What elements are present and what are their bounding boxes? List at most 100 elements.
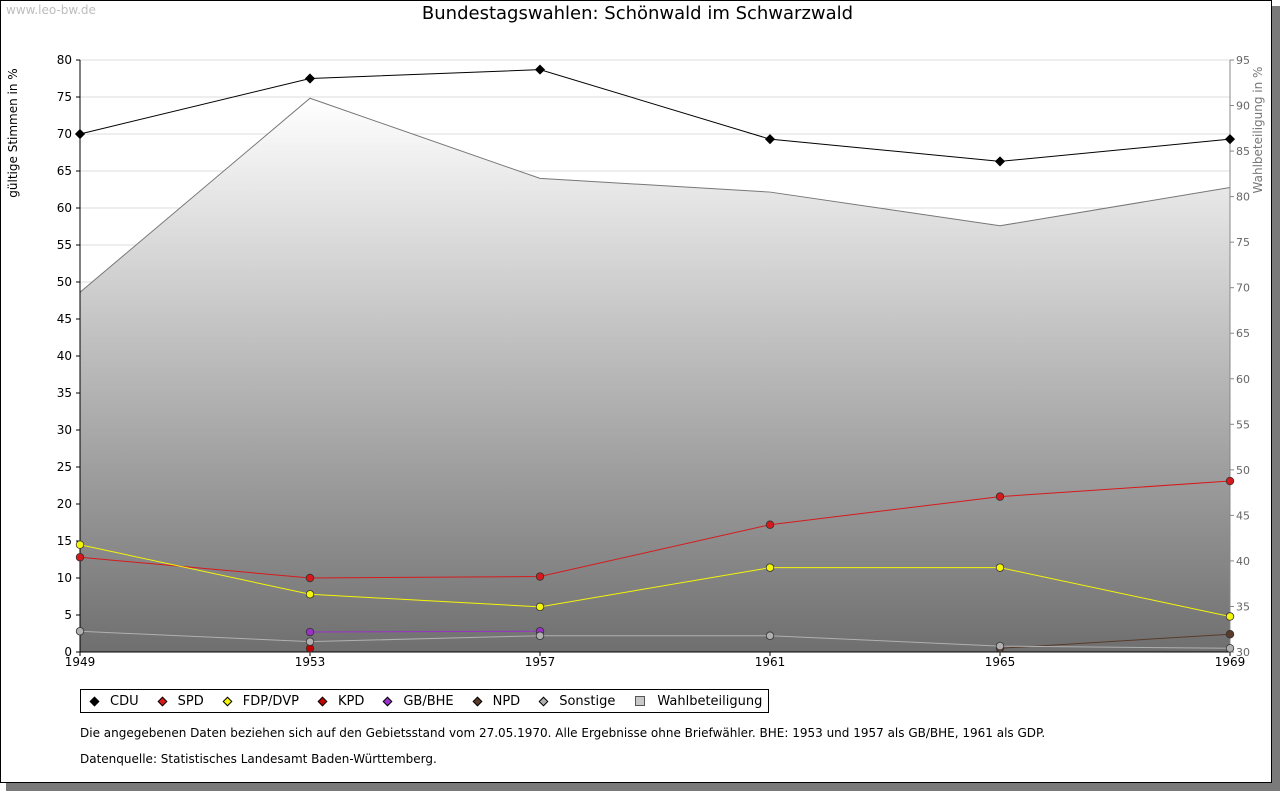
legend-marker-spd — [157, 696, 168, 706]
y-tick-label-left: 30 — [57, 423, 72, 437]
y-tick-label-left: 70 — [57, 127, 72, 141]
data-point-gb-bhe — [305, 627, 315, 637]
data-point-sonstige — [1225, 644, 1235, 653]
data-point-sonstige — [995, 641, 1005, 651]
y-tick-label-left: 40 — [57, 349, 72, 363]
y-tick-label-right: 75 — [1236, 236, 1250, 249]
data-point-cdu — [304, 73, 316, 84]
frame-shadow-right — [1272, 6, 1280, 791]
y-axis-title-left: gültige Stimmen in % — [6, 68, 20, 197]
y-tick-label-left: 65 — [57, 164, 72, 178]
legend-item-wahlbeteiligung: Wahlbeteiligung — [629, 694, 762, 709]
x-tick-label: 1965 — [985, 655, 1016, 669]
y-tick-label-right: 70 — [1236, 282, 1250, 295]
legend-marker-gb-bhe — [382, 696, 393, 706]
data-point-cdu — [994, 156, 1006, 167]
y-tick-label-right: 80 — [1236, 191, 1250, 204]
legend-marker-fdp-dvp — [222, 696, 233, 706]
y-tick-label-right: 40 — [1236, 555, 1250, 568]
legend-item-cdu: CDU — [85, 694, 139, 709]
y-tick-label-left: 45 — [57, 312, 72, 326]
data-point-fdp-dvp — [535, 602, 545, 612]
data-point-fdp-dvp — [305, 590, 315, 599]
y-tick-label-right: 50 — [1236, 464, 1250, 477]
y-tick-label-right: 65 — [1236, 327, 1250, 340]
legend-marker-cdu — [89, 696, 100, 706]
y-axis-title-right: Wahlbeteiligung in % — [1251, 67, 1265, 194]
data-point-spd — [305, 573, 315, 583]
data-point-spd — [765, 520, 775, 529]
data-point-fdp-dvp — [995, 563, 1005, 572]
legend-label: KPD — [337, 693, 365, 709]
data-point-spd — [535, 572, 545, 581]
legend-item-kpd: KPD — [313, 694, 364, 709]
y-tick-label-left: 15 — [57, 534, 72, 548]
x-tick-label: 1961 — [755, 655, 786, 669]
legend-item-fdp-dvp: FDP/DVP — [218, 694, 299, 709]
series-line-cdu — [79, 69, 1231, 162]
chart-legend: CDU SPD FDP/DVP KPD GB/BHE NPD Sonstige Wahlbet… — [80, 689, 770, 713]
data-point-cdu — [764, 134, 776, 145]
legend-marker-npd — [472, 696, 483, 706]
data-point-fdp-dvp — [1225, 612, 1235, 621]
area-wahlbeteiligung — [80, 98, 1230, 652]
series-line-fdp-dvp — [79, 544, 1231, 617]
footnote-gebietsstand: Die angegebenen Daten beziehen sich auf … — [80, 726, 1046, 740]
x-tick-label: 1957 — [525, 655, 556, 669]
legend-label: CDU — [110, 693, 139, 709]
legend-label: SPD — [177, 693, 204, 709]
legend-marker-kpd — [317, 696, 328, 706]
data-point-sonstige — [305, 637, 315, 646]
x-tick-label: 1953 — [295, 655, 326, 669]
y-tick-label-left: 60 — [57, 201, 72, 215]
y-tick-label-left: 50 — [57, 275, 72, 289]
data-point-sonstige — [765, 631, 775, 640]
y-tick-label-left: 80 — [57, 53, 72, 67]
series-line-sonstige — [79, 630, 1231, 649]
data-point-spd — [1225, 476, 1235, 486]
series-line-spd — [79, 480, 1231, 579]
x-tick-label: 1949 — [65, 655, 96, 669]
y-tick-label-right: 35 — [1236, 600, 1250, 613]
y-tick-label-right: 95 — [1236, 54, 1250, 67]
watermark: www.leo-bw.de — [6, 3, 96, 17]
y-tick-label-right: 60 — [1236, 373, 1250, 386]
data-point-cdu — [534, 64, 546, 75]
legend-label: Wahlbeteiligung — [657, 693, 763, 709]
data-point-sonstige — [75, 627, 85, 636]
y-tick-label-left: 20 — [57, 497, 72, 511]
data-point-sonstige — [535, 631, 545, 640]
data-point-spd — [75, 553, 85, 562]
y-tick-label-right: 30 — [1236, 646, 1250, 659]
data-point-cdu — [74, 128, 86, 140]
legend-item-spd: SPD — [153, 694, 204, 709]
legend-marker-sonstige — [538, 696, 549, 706]
data-point-fdp-dvp — [765, 563, 775, 572]
legend-label: NPD — [492, 693, 521, 709]
x-tick-label: 1969 — [1215, 655, 1246, 669]
y-tick-label-left: 35 — [57, 386, 72, 400]
y-tick-label-right: 90 — [1236, 100, 1250, 113]
chart-title: Bundestagswahlen: Schönwald im Schwarzwa… — [421, 3, 854, 24]
data-point-spd — [995, 492, 1005, 501]
y-tick-label-right: 85 — [1236, 145, 1250, 158]
y-tick-label-left: 25 — [57, 460, 72, 474]
legend-item-sonstige: Sonstige — [534, 694, 615, 709]
footnote-datenquelle: Datenquelle: Statistisches Landesamt Bad… — [80, 752, 437, 766]
area-wahlbeteiligung-outline — [79, 97, 1231, 293]
legend-item-gb-bhe: GB/BHE — [378, 694, 454, 709]
legend-item-npd: NPD — [468, 693, 521, 709]
y-tick-label-left: 55 — [57, 238, 72, 252]
legend-marker-wahlbeteiligung — [635, 696, 646, 706]
data-point-npd — [1225, 630, 1235, 639]
legend-label: FDP/DVP — [242, 693, 299, 709]
y-tick-label-left: 75 — [57, 90, 72, 104]
data-point-cdu — [1224, 134, 1236, 145]
data-point-fdp-dvp — [75, 540, 85, 549]
series-line-gb-bhe — [309, 630, 541, 633]
legend-label: Sonstige — [559, 693, 616, 709]
frame-shadow-bottom — [6, 783, 1280, 791]
y-tick-label-left: 5 — [64, 608, 72, 622]
y-tick-label-right: 55 — [1236, 418, 1250, 431]
